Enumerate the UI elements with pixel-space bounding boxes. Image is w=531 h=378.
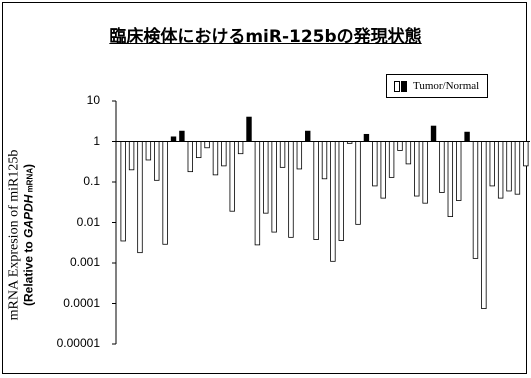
bar-tumor-low <box>455 141 462 201</box>
bar-tumor-low <box>506 141 512 192</box>
y-tick-label: 0.1 <box>83 174 100 188</box>
bar-tumor-high <box>363 133 370 142</box>
bar-tumor-low <box>481 141 487 309</box>
bar-tumor-low <box>321 141 328 180</box>
bar-tumor-low <box>313 141 319 240</box>
bar-tumor-high <box>464 131 470 142</box>
bar-tumor-low <box>380 141 386 199</box>
bar-tumor-low <box>237 141 244 155</box>
bar-tumor-low <box>263 141 269 214</box>
legend-label: Tumor/Normal <box>413 80 480 92</box>
bar-tumor-low <box>447 141 454 217</box>
bar-tumor-low <box>137 141 143 254</box>
bar-tumor-low <box>497 141 504 199</box>
chart-title: 臨床検体におけるmiR-125bの発現状態 <box>109 27 422 47</box>
bar-tumor-high <box>246 116 252 142</box>
bar-tumor-low <box>439 141 445 193</box>
bar-tumor-low <box>154 141 160 181</box>
bar-tumor-high <box>179 130 185 142</box>
bar-tumor-low <box>128 141 135 171</box>
legend-swatch-tumor <box>401 80 407 92</box>
bar-tumor-low <box>145 141 152 161</box>
bar-tumor-low <box>212 141 219 176</box>
y-tick-label: 0.0001 <box>63 295 100 310</box>
bar-tumor-low <box>414 141 420 197</box>
bar-tumor-low <box>397 141 403 151</box>
bar-tumor-low <box>330 141 336 262</box>
bar-tumor-low <box>162 141 168 245</box>
bar-tumor-high <box>170 136 177 142</box>
bar-tumor-low <box>221 141 227 167</box>
bar-tumor-low <box>229 141 235 212</box>
bar-tumor-high <box>430 125 437 142</box>
y-tick-label: 10 <box>86 93 100 107</box>
bar-tumor-low <box>405 141 412 165</box>
bar-tumor-low <box>288 141 294 238</box>
bar-tumor-low <box>195 141 202 159</box>
bar-tumor-low <box>338 141 344 241</box>
legend-swatch-normal <box>394 80 400 92</box>
bar-tumor-low <box>514 141 521 195</box>
bar-tumor-low <box>355 141 361 225</box>
bar-tumor-low <box>489 141 495 187</box>
y-tick-label: 0.01 <box>76 214 100 229</box>
bar-tumor-low <box>472 141 479 259</box>
bar-tumor-low <box>422 141 428 204</box>
y-tick-label: 0.00001 <box>56 336 100 350</box>
bar-tumor-low <box>120 141 126 242</box>
bar-tumor-low <box>271 141 277 233</box>
y-tick-label: 0.001 <box>69 255 100 269</box>
bar-tumor-low <box>187 141 194 173</box>
bar-tumor-low <box>388 141 395 178</box>
bar-tumor-low <box>254 141 261 246</box>
bar-tumor-low <box>204 141 210 149</box>
bar-tumor-low <box>372 141 378 187</box>
bar-tumor-low <box>279 141 286 168</box>
bar-tumor-low <box>523 141 529 167</box>
bar-tumor-high <box>305 130 311 142</box>
legend: Tumor/Normal <box>386 74 488 98</box>
bar-tumor-low <box>296 141 303 170</box>
y-tick-label: 1 <box>93 133 100 148</box>
